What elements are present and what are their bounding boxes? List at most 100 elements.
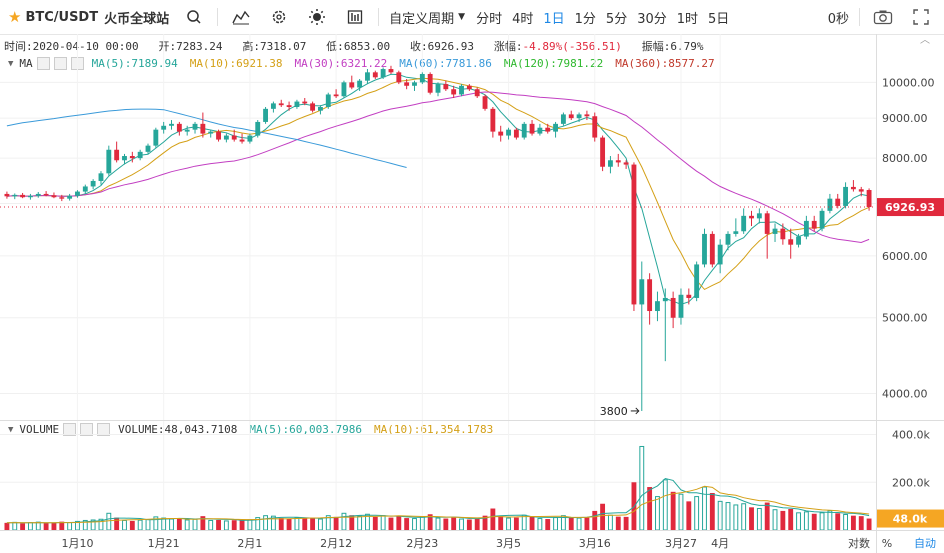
favorite-star-icon[interactable]: ★	[8, 8, 22, 26]
volume-bar	[584, 517, 590, 530]
toolbar-divider	[859, 8, 860, 26]
candlestick	[122, 153, 127, 165]
volume-bar	[796, 512, 801, 531]
indicator-icon[interactable]	[222, 0, 260, 34]
interval-tab[interactable]: 30分	[637, 11, 667, 27]
candlestick	[788, 228, 794, 259]
volume-bar	[686, 501, 692, 530]
candle-body	[600, 137, 606, 167]
low-value: 6853.00	[343, 40, 391, 53]
candle-body	[474, 89, 480, 97]
close-icon[interactable]	[70, 57, 84, 70]
settings-icon[interactable]	[53, 57, 67, 70]
candlestick	[827, 193, 833, 214]
eye-icon[interactable]	[63, 423, 77, 436]
log-scale-label: 对数	[848, 536, 870, 550]
volume-bar	[216, 519, 221, 530]
candlestick	[341, 80, 347, 99]
volume-tick-label: 400.0k	[892, 429, 930, 442]
candle-body	[631, 164, 637, 305]
volume-bar	[43, 523, 49, 530]
collapse-icon[interactable]: ︿	[920, 35, 930, 46]
amp-value: 6.79%	[670, 40, 704, 53]
candle-body	[263, 108, 268, 122]
candlestick	[129, 151, 135, 163]
candle-body	[396, 72, 402, 83]
volume-bar	[137, 519, 143, 531]
candle-body	[788, 239, 794, 245]
interval-tab[interactable]: 5分	[605, 11, 628, 27]
volume-bar	[223, 520, 229, 531]
candlestick	[843, 182, 848, 209]
candle-body	[310, 103, 316, 111]
candle-body	[161, 125, 167, 130]
bar-style-icon[interactable]	[336, 0, 374, 34]
collapse-legend-icon[interactable]: ▼	[8, 58, 14, 69]
symbol-selector[interactable]: BTC/USDT 火币全球站	[23, 0, 175, 34]
custom-period-dropdown[interactable]: 自定义周期 ▼	[383, 0, 471, 34]
candlestick	[482, 94, 488, 111]
time-value: 2020-04-10 00:00	[32, 40, 139, 53]
candlestick	[545, 123, 551, 134]
volume-bar	[404, 518, 410, 530]
camera-icon[interactable]	[864, 0, 902, 34]
volume-bar	[529, 516, 535, 530]
time-tick-label: 1月21	[148, 537, 180, 550]
volume-legend-items: VOLUME:48,043.7108 MA(5):60,003.7986 MA(10…	[118, 423, 505, 436]
symbol-label: BTC/USDT	[25, 9, 99, 25]
interval-tab[interactable]: 1时	[676, 11, 699, 27]
candlestick	[553, 121, 558, 138]
candle-body	[365, 72, 370, 81]
volume-bar	[153, 516, 159, 531]
candlestick	[51, 192, 57, 199]
candle-body	[498, 131, 504, 136]
candlestick	[521, 121, 527, 140]
volume-bar	[325, 515, 331, 531]
candlestick	[302, 98, 308, 106]
candle-body	[678, 294, 684, 318]
candle-body	[662, 297, 668, 302]
search-icon[interactable]	[175, 0, 213, 34]
toolbar-divider	[378, 8, 380, 26]
candlestick	[811, 215, 817, 232]
fullscreen-icon[interactable]	[902, 0, 940, 34]
candle-body	[725, 233, 731, 245]
candle-body	[764, 213, 770, 234]
interval-tab[interactable]: 5日	[708, 11, 730, 27]
candle-body	[592, 116, 598, 138]
volume-bar	[639, 445, 645, 531]
open-label: 开:	[158, 40, 177, 53]
ohlc-info-row: 时间:2020-04-10 00:00 开:7283.24 高:7318.07 …	[4, 38, 704, 54]
eye-icon[interactable]	[36, 57, 50, 70]
settings-icon[interactable]	[260, 0, 298, 34]
interval-tab[interactable]: 分时	[476, 11, 503, 27]
candle-body	[90, 180, 96, 187]
candle-body	[427, 73, 433, 93]
settings-icon[interactable]	[80, 423, 94, 436]
auto-scale-toggle: 自动	[914, 537, 936, 550]
volume-bar	[827, 510, 833, 531]
volume-bar	[255, 517, 261, 531]
volume-bar	[278, 518, 284, 530]
volume-bar	[725, 502, 731, 531]
candle-body	[858, 189, 864, 192]
volume-bar	[270, 515, 276, 531]
theme-icon[interactable]	[298, 0, 336, 34]
interval-tab[interactable]: 1日	[543, 11, 565, 27]
legend-entry: MA(360):8577.27	[615, 57, 715, 70]
amp-label: 振幅:	[641, 40, 671, 53]
percent-toggle: %	[882, 537, 892, 550]
candlestick	[20, 192, 26, 199]
volume-bar	[90, 519, 96, 531]
volume-bar	[106, 512, 112, 531]
close-icon[interactable]	[97, 423, 111, 436]
candlestick	[28, 193, 33, 200]
interval-tab[interactable]: 4时	[512, 11, 534, 27]
candlestick	[98, 171, 104, 185]
candlestick	[725, 231, 731, 251]
volume-bar	[122, 519, 127, 531]
collapse-legend-icon[interactable]: ▼	[8, 424, 14, 435]
interval-tab[interactable]: 1分	[574, 11, 596, 27]
change-value: -4.89%(-356.51)	[522, 40, 622, 53]
